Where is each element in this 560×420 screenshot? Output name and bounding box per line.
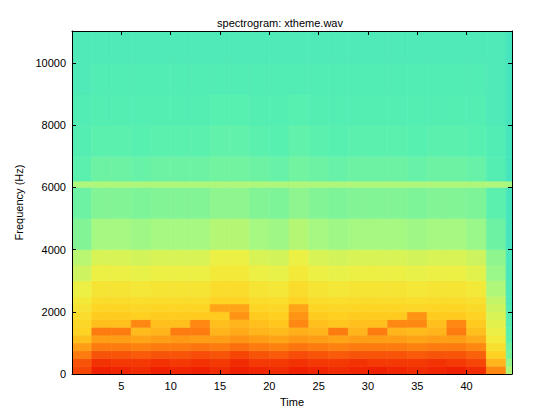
svg-text:8000: 8000 xyxy=(42,119,66,131)
svg-text:5: 5 xyxy=(118,380,124,392)
svg-text:10: 10 xyxy=(165,380,177,392)
svg-text:15: 15 xyxy=(214,380,226,392)
svg-text:40: 40 xyxy=(460,380,472,392)
svg-text:4000: 4000 xyxy=(42,244,66,256)
svg-text:10000: 10000 xyxy=(35,57,66,69)
svg-text:30: 30 xyxy=(362,380,374,392)
svg-text:Frequency (Hz): Frequency (Hz) xyxy=(13,165,25,241)
svg-text:0: 0 xyxy=(60,368,66,380)
svg-text:spectrogram: xtheme.wav: spectrogram: xtheme.wav xyxy=(217,17,343,29)
svg-text:35: 35 xyxy=(411,380,423,392)
svg-text:20: 20 xyxy=(263,380,275,392)
svg-text:Time: Time xyxy=(280,396,304,408)
svg-text:6000: 6000 xyxy=(42,181,66,193)
svg-text:25: 25 xyxy=(313,380,325,392)
svg-text:2000: 2000 xyxy=(42,306,66,318)
